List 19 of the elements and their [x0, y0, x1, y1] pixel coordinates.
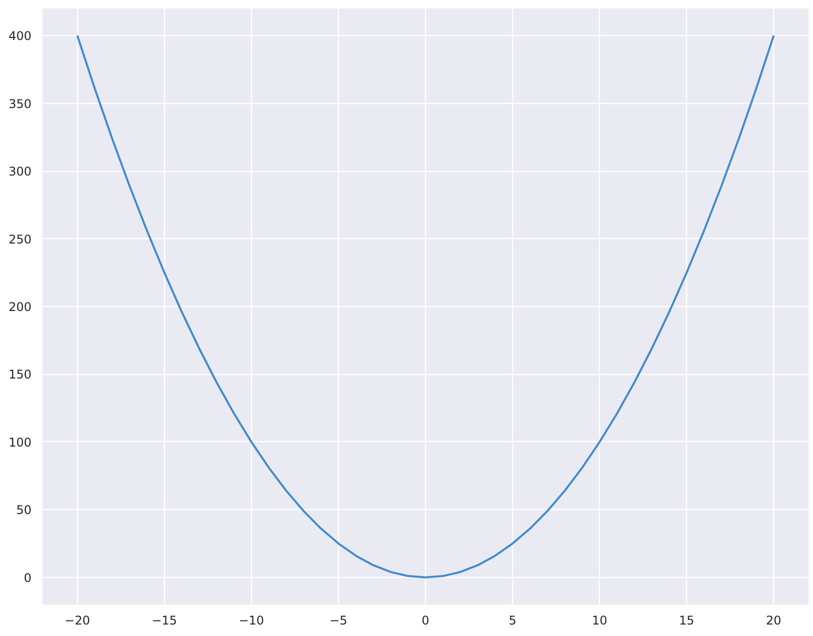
y-tick-label: 250: [8, 232, 32, 246]
x-tick-label: 20: [766, 614, 782, 628]
y-tick-label: 50: [16, 503, 32, 518]
x-tick-label: −15: [152, 614, 178, 628]
x-tick-label: 0: [422, 614, 430, 628]
y-tick-label: 0: [24, 570, 32, 585]
x-tick-label: −20: [64, 614, 90, 628]
y-tick-label: 150: [8, 368, 32, 382]
x-tick-label: −5: [330, 614, 348, 628]
x-tick-label: 5: [508, 614, 516, 628]
y-tick-label: 400: [8, 29, 32, 44]
y-tick-label: 300: [8, 164, 32, 179]
y-tick-label: 200: [8, 300, 32, 314]
line-series: [76, 34, 775, 578]
y-tick-label: 100: [8, 435, 32, 450]
y-tick-label: 350: [8, 96, 32, 111]
x-tick-label: 15: [679, 614, 694, 628]
x-tick-label: 10: [592, 614, 608, 628]
x-tick-label: −10: [238, 614, 264, 628]
